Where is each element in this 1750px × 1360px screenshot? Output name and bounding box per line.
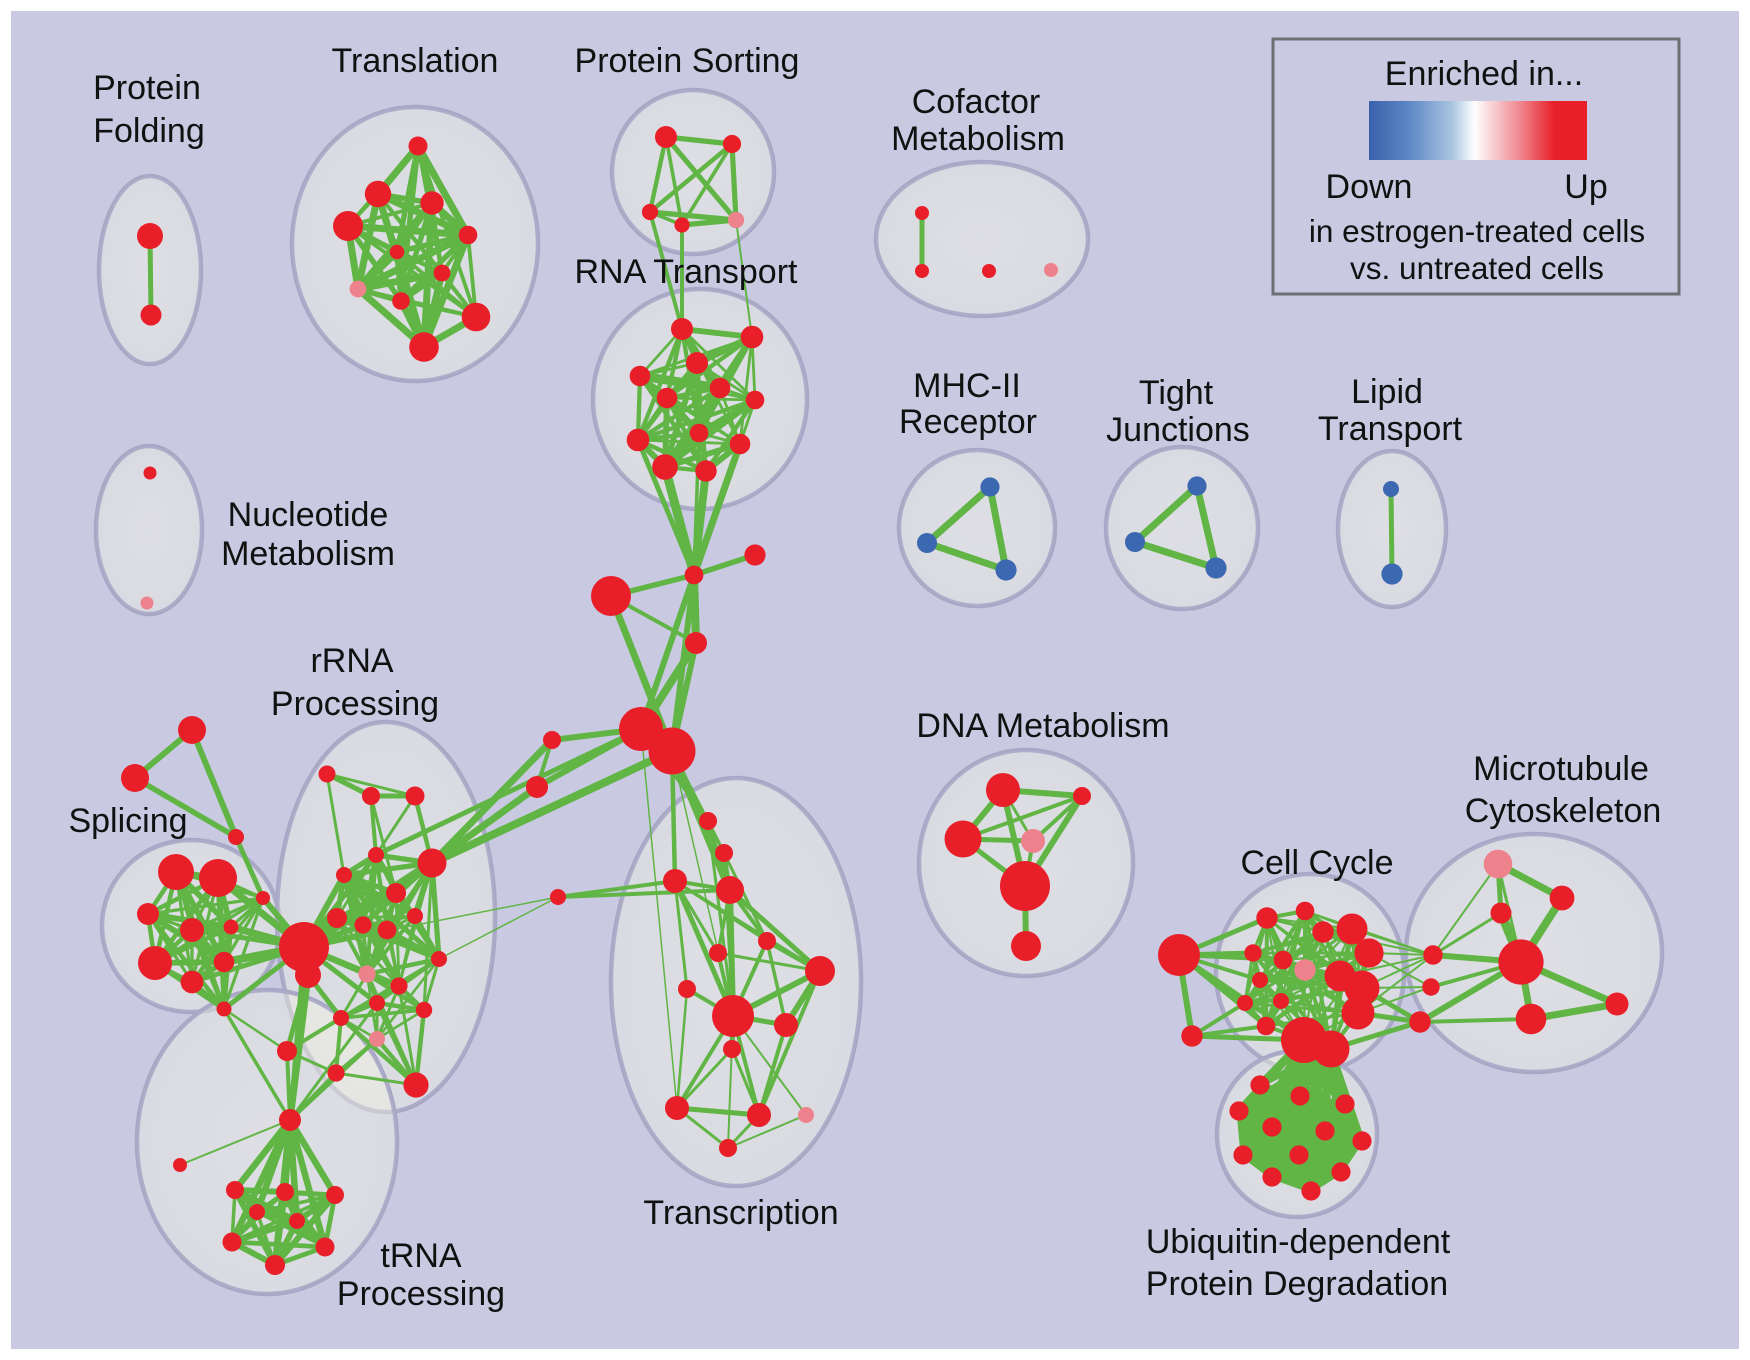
svg-text:Translation: Translation	[332, 42, 499, 80]
svg-text:Protein Sorting: Protein Sorting	[575, 42, 800, 80]
svg-text:vs. untreated cells: vs. untreated cells	[1350, 250, 1604, 286]
svg-text:Ubiquitin-dependent: Ubiquitin-dependent	[1146, 1223, 1451, 1261]
svg-text:tRNA: tRNA	[380, 1237, 462, 1275]
svg-text:DNA Metabolism: DNA Metabolism	[916, 707, 1169, 745]
svg-text:Enriched in...: Enriched in...	[1385, 55, 1583, 93]
svg-text:Microtubule: Microtubule	[1473, 750, 1649, 788]
svg-text:Transcription: Transcription	[643, 1194, 838, 1232]
svg-text:Transport: Transport	[1318, 410, 1463, 448]
svg-text:Processing: Processing	[271, 685, 439, 723]
svg-text:Protein: Protein	[93, 69, 201, 107]
svg-text:RNA Transport: RNA Transport	[575, 253, 799, 291]
svg-text:Splicing: Splicing	[68, 802, 187, 840]
svg-text:Cytoskeleton: Cytoskeleton	[1465, 792, 1662, 830]
svg-text:Tight: Tight	[1139, 374, 1214, 412]
svg-text:Folding: Folding	[93, 112, 205, 150]
svg-text:Up: Up	[1564, 168, 1607, 206]
svg-text:Nucleotide: Nucleotide	[228, 496, 389, 534]
svg-text:Junctions: Junctions	[1106, 411, 1250, 449]
svg-text:Cell Cycle: Cell Cycle	[1240, 844, 1393, 882]
svg-text:Processing: Processing	[337, 1275, 505, 1313]
svg-text:MHC-II: MHC-II	[913, 367, 1021, 405]
svg-text:Cofactor: Cofactor	[912, 83, 1041, 121]
svg-text:Lipid: Lipid	[1351, 373, 1423, 411]
svg-text:Receptor: Receptor	[899, 403, 1037, 441]
svg-text:rRNA: rRNA	[310, 642, 393, 680]
svg-text:Protein Degradation: Protein Degradation	[1146, 1265, 1448, 1303]
svg-text:Down: Down	[1326, 168, 1413, 206]
svg-text:Metabolism: Metabolism	[221, 535, 395, 573]
svg-text:in estrogen-treated cells: in estrogen-treated cells	[1309, 213, 1645, 249]
svg-text:Metabolism: Metabolism	[891, 120, 1065, 158]
